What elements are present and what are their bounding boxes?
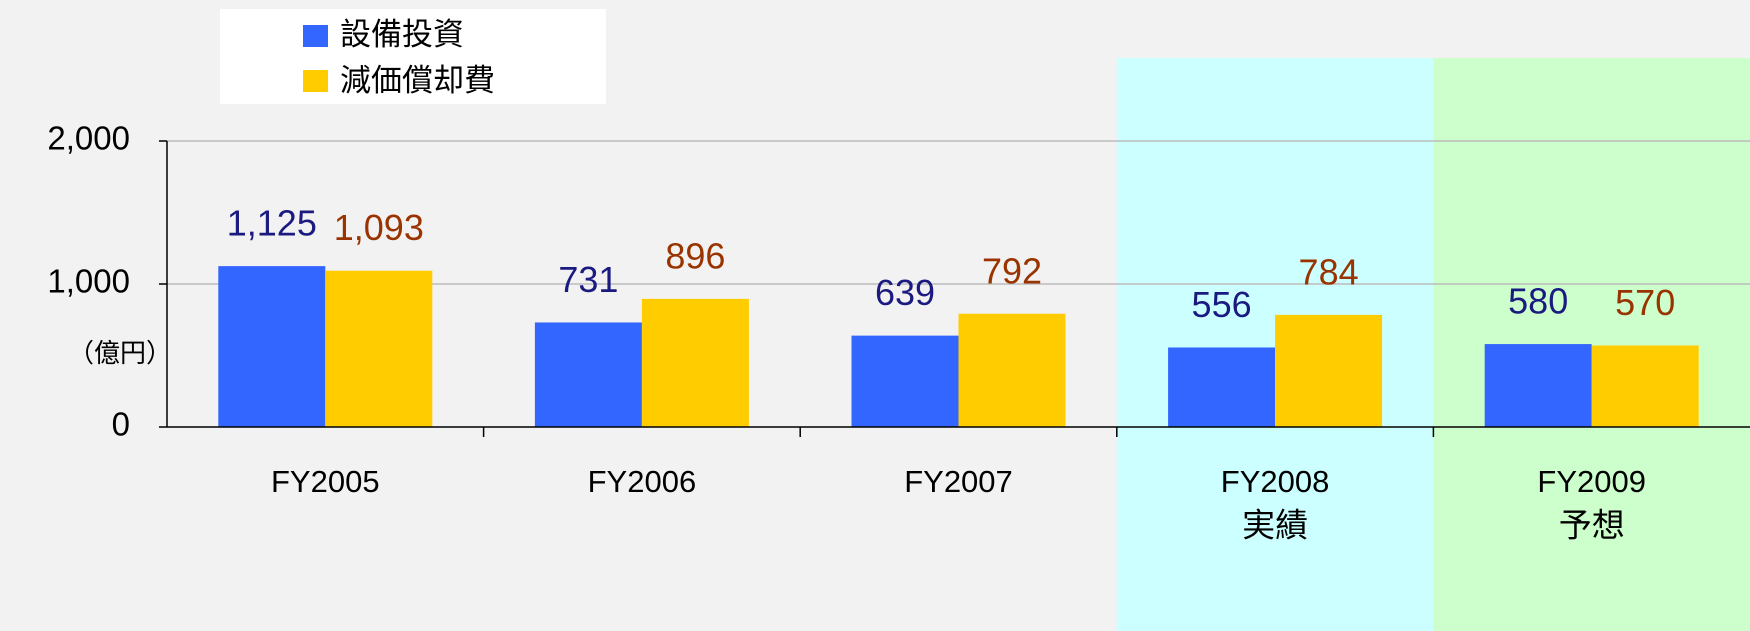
- legend-label: 減価償却費: [340, 63, 495, 98]
- bar: [325, 270, 433, 427]
- value-label: 784: [1299, 251, 1359, 292]
- y-tick-label: 2,000: [47, 120, 130, 157]
- y-tick-label: 1,000: [47, 263, 130, 300]
- x-tick-sublabel: 予想: [1559, 507, 1625, 544]
- x-tick-label: FY2006: [588, 464, 697, 499]
- period-bands: [1116, 58, 1750, 631]
- bar: [641, 298, 749, 427]
- x-tick-sublabel: 実績: [1242, 507, 1308, 544]
- legend-swatch: [303, 70, 328, 92]
- y-tick-label: 0: [112, 406, 130, 443]
- legend-swatch: [303, 25, 328, 47]
- value-label: 570: [1615, 282, 1675, 323]
- value-label: 556: [1192, 284, 1252, 325]
- y-axis-label: （億円）: [68, 338, 172, 368]
- bar: [851, 335, 959, 427]
- bar: [958, 313, 1066, 427]
- bar: [218, 266, 326, 427]
- value-label: 792: [982, 250, 1042, 291]
- value-label: 896: [665, 235, 725, 276]
- x-tick-label: FY2005: [271, 464, 380, 499]
- x-tick-label: FY2007: [904, 464, 1013, 499]
- x-tick-label: FY2008: [1221, 464, 1330, 499]
- legend-box: [220, 9, 606, 104]
- bar: [1168, 347, 1276, 427]
- value-label: 639: [875, 272, 935, 313]
- legend-label: 設備投資: [340, 17, 464, 52]
- value-label: 1,125: [227, 203, 317, 244]
- value-label: 580: [1508, 281, 1568, 322]
- value-label: 731: [558, 259, 618, 300]
- bar: [1591, 345, 1699, 427]
- x-tick-label: FY2009: [1537, 464, 1646, 499]
- bar: [1275, 314, 1383, 427]
- value-label: 1,093: [334, 207, 424, 248]
- bar: [1484, 344, 1592, 427]
- bar: [534, 322, 642, 427]
